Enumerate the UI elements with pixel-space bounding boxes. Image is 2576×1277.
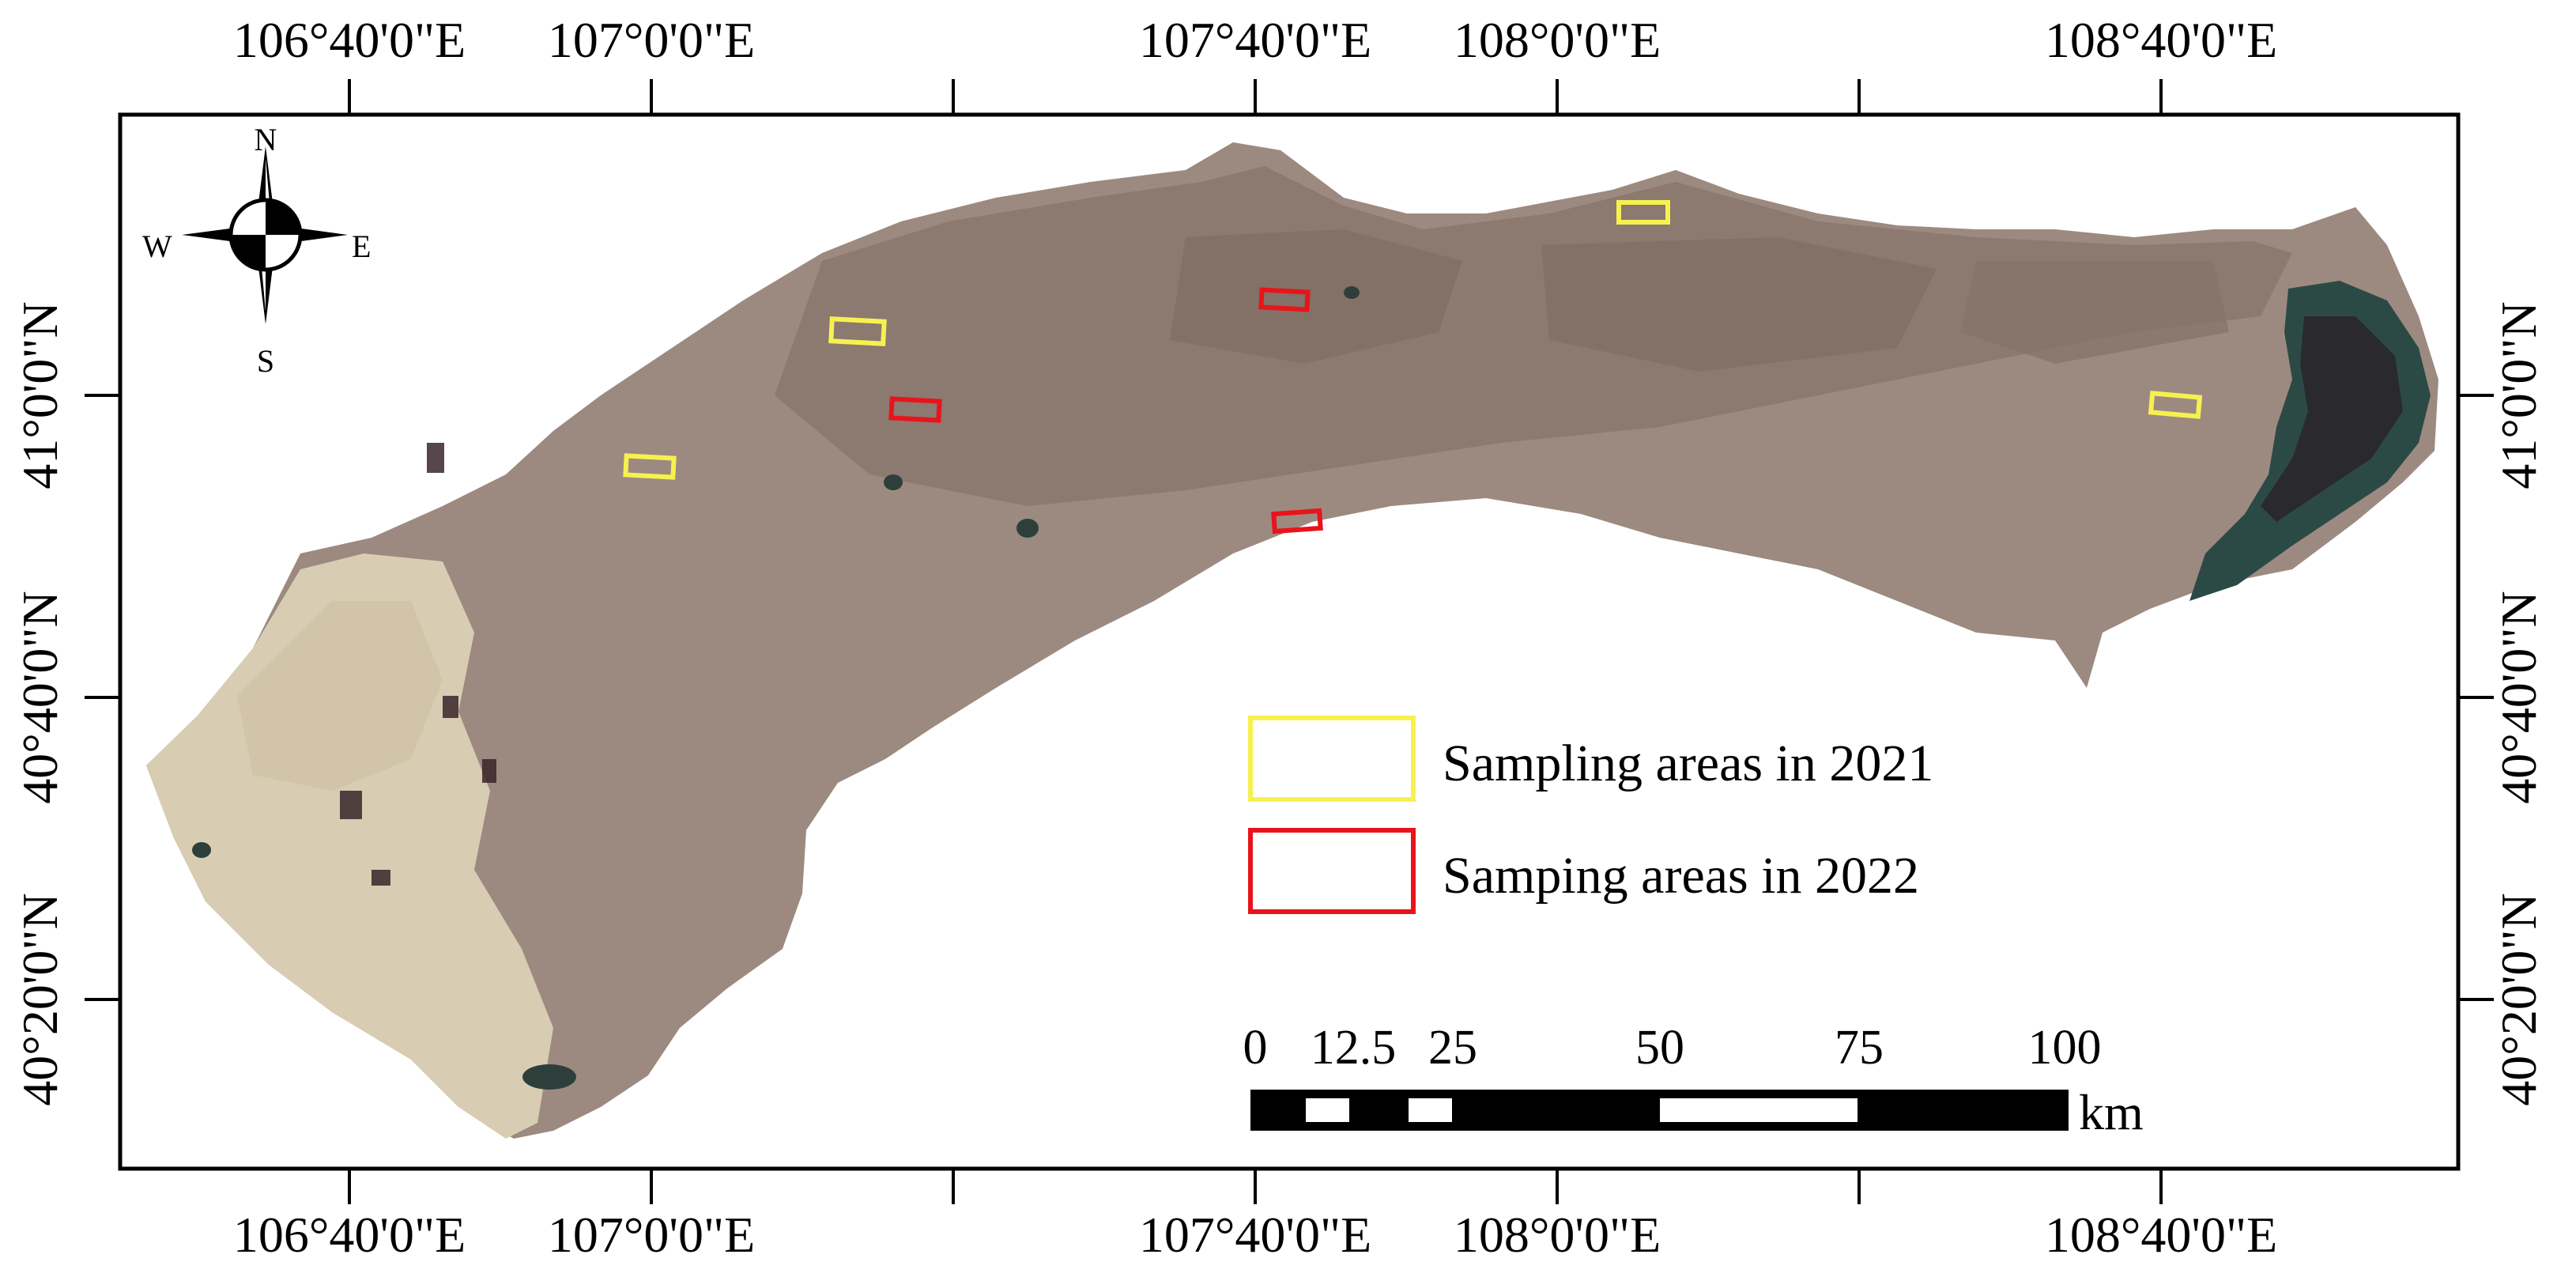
left-latitude-labels: 41°0'0"N 40°40'0"N 40°20'0"N (12, 301, 68, 1105)
lon-label: 106°40'0"E (233, 12, 466, 68)
scale-bar-segment (1660, 1098, 1858, 1122)
compass-south-label: S (257, 343, 274, 379)
lon-label: 108°40'0"E (2045, 1207, 2277, 1263)
compass-quadrant (266, 200, 300, 235)
sampling-area-2022 (1258, 287, 1311, 312)
north-arrow: N S E W (142, 122, 371, 379)
lat-label: 40°20'0"N (12, 893, 68, 1105)
study-region (146, 142, 2438, 1139)
lon-label: 106°40'0"E (233, 1207, 466, 1263)
map-content (146, 142, 2438, 1139)
lake-reeds (2261, 316, 2403, 522)
compass-west-label: W (142, 229, 172, 264)
farmland-patch (1170, 229, 1462, 364)
desert-zone (237, 601, 443, 791)
scale-tick-label: 12.5 (1311, 1021, 1397, 1075)
lon-label: 107°40'0"E (1139, 12, 1371, 68)
bottom-longitude-labels: 106°40'0"E 107°0'0"E 107°40'0"E 108°0'0"… (233, 1207, 2277, 1263)
lat-label: 41°0'0"N (12, 301, 68, 489)
right-latitude-labels: 41°0'0"N 40°40'0"N 40°20'0"N (2491, 301, 2547, 1105)
compass-east-label: E (352, 229, 371, 264)
sampling-area-2021 (623, 453, 677, 480)
top-longitude-labels: 106°40'0"E 107°0'0"E 107°40'0"E 108°0'0"… (233, 12, 2277, 68)
lon-label: 108°0'0"E (1454, 12, 1661, 68)
compass-north-label: N (255, 122, 277, 157)
legend-swatch-2021 (1248, 716, 1416, 802)
farmland-patch (1541, 237, 1937, 372)
lat-label: 41°0'0"N (2491, 301, 2547, 489)
farmland-patch (1960, 261, 2229, 364)
dark-patches (340, 443, 496, 886)
scale-bar-body (1250, 1090, 2069, 1131)
scale-unit-label: km (2079, 1084, 2144, 1140)
lon-label: 107°40'0"E (1139, 1207, 1371, 1263)
sampling-areas-2022 (888, 287, 1323, 535)
farmland-zone (775, 166, 2292, 506)
sampling-area-2021 (1616, 200, 1670, 225)
scale-tick-label: 0 (1243, 1021, 1268, 1075)
lon-label: 108°40'0"E (2045, 12, 2277, 68)
sampling-area-2021 (2148, 391, 2203, 419)
sampling-area-2022 (888, 396, 942, 423)
sampling-area-2021 (828, 316, 887, 346)
legend: Sampling areas in 2021 Samping areas in … (1248, 716, 1933, 914)
sampling-areas-2021 (623, 200, 2203, 480)
compass-quadrant (231, 235, 266, 270)
scale-bar-segment (1409, 1098, 1452, 1122)
lon-label: 107°0'0"E (548, 12, 755, 68)
lat-label: 40°40'0"N (12, 591, 68, 803)
sampling-area-2022 (1271, 508, 1323, 535)
lon-label: 107°0'0"E (548, 1207, 755, 1263)
scale-tick-label: 75 (1835, 1021, 1884, 1075)
lat-label: 40°20'0"N (2491, 893, 2547, 1105)
scale-tick-label: 25 (1428, 1021, 1477, 1075)
scale-bar: 0 12.5 25 50 75 100 km (1243, 1021, 2144, 1140)
legend-label-2022: Samping areas in 2022 (1443, 847, 1919, 905)
lon-label: 108°0'0"E (1454, 1207, 1661, 1263)
scale-tick-label: 50 (1635, 1021, 1684, 1075)
scale-bar-segment (1306, 1098, 1349, 1122)
lat-label: 40°40'0"N (2491, 591, 2547, 803)
water-bodies (192, 286, 1360, 1090)
map-frame (118, 112, 2461, 1171)
graticule-ticks (85, 79, 2494, 1204)
legend-swatch-2022 (1248, 828, 1416, 914)
scale-tick-label: 100 (2028, 1021, 2102, 1075)
legend-label-2021: Sampling areas in 2021 (1443, 735, 1933, 792)
